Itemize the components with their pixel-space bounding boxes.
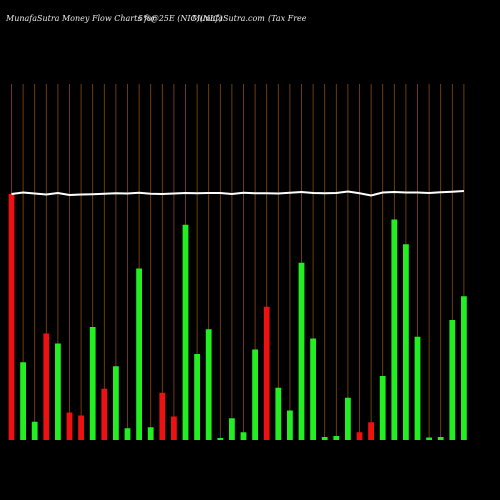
header-site-left: MunafaSutra Money Flow Charts for bbox=[6, 14, 156, 23]
money-flow-bar bbox=[263, 306, 270, 440]
money-flow-bar bbox=[229, 418, 235, 440]
money-flow-bar bbox=[136, 268, 142, 440]
money-flow-bar bbox=[449, 320, 456, 440]
money-flow-bar bbox=[194, 354, 200, 440]
header-company: (Tax Free bbox=[268, 14, 307, 23]
money-flow-bar bbox=[8, 194, 15, 440]
chart-header: MunafaSutra Money Flow Charts for 5%@25E… bbox=[0, 14, 500, 28]
money-flow-bar bbox=[321, 437, 328, 440]
price-series-line bbox=[11, 190, 464, 197]
money-flow-bar bbox=[205, 329, 212, 440]
money-flow-bar bbox=[159, 392, 166, 440]
money-flow-bar bbox=[356, 432, 363, 440]
money-flow-bar bbox=[379, 376, 386, 440]
header-ticker: 5%@25E (NIC)(NIC) bbox=[138, 14, 223, 23]
money-flow-bar bbox=[55, 343, 61, 440]
money-flow-bar bbox=[240, 432, 247, 440]
money-flow-bar bbox=[124, 428, 131, 440]
money-flow-bar bbox=[345, 397, 351, 440]
money-flow-bar bbox=[426, 437, 432, 440]
money-flow-bar bbox=[252, 349, 258, 440]
money-flow-bar bbox=[20, 362, 26, 440]
money-flow-bar bbox=[391, 219, 398, 440]
money-flow-bar bbox=[89, 327, 96, 440]
money-flow-bar bbox=[43, 333, 50, 440]
money-flow-bar bbox=[368, 422, 374, 440]
price-line bbox=[11, 190, 464, 197]
bars bbox=[8, 194, 467, 440]
money-flow-bar bbox=[275, 387, 282, 440]
money-flow-bar bbox=[78, 415, 84, 440]
money-flow-bar bbox=[31, 421, 38, 440]
money-flow-bar bbox=[113, 366, 119, 440]
money-flow-bar bbox=[333, 436, 340, 440]
money-flow-bar bbox=[298, 262, 305, 440]
money-flow-bar bbox=[287, 410, 293, 440]
money-flow-bar bbox=[182, 224, 189, 440]
money-flow-bar bbox=[403, 244, 409, 440]
money-flow-bar bbox=[217, 438, 224, 440]
money-flow-bar bbox=[437, 437, 444, 440]
money-flow-bar bbox=[310, 338, 316, 440]
money-flow-bar bbox=[414, 336, 421, 440]
header-site-right: MunafaSutra.com bbox=[192, 14, 265, 23]
money-flow-bar bbox=[101, 388, 108, 440]
money-flow-bar bbox=[147, 427, 154, 440]
money-flow-bar bbox=[461, 296, 467, 440]
money-flow-bar bbox=[171, 416, 177, 440]
money-flow-bar bbox=[66, 412, 73, 440]
